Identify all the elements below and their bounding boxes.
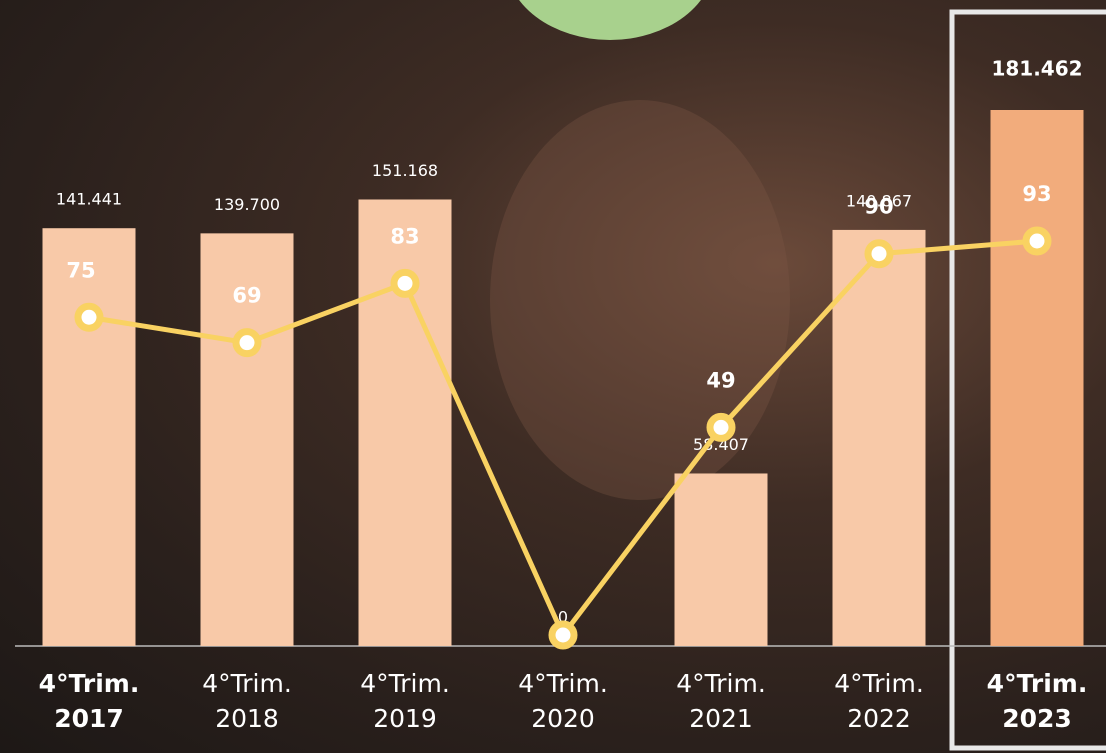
x-tick-label: 4°Trim. 2023 <box>986 669 1088 733</box>
bar-value-label: 151.168 <box>372 161 438 180</box>
x-tick-label: 4°Trim. 2022 <box>834 669 924 733</box>
line-point <box>548 620 578 650</box>
bar <box>358 199 452 647</box>
bar-value-label: 140.867 <box>846 191 912 210</box>
bar <box>42 228 136 646</box>
bar-value-label: 139.700 <box>214 195 280 214</box>
bar <box>990 110 1084 646</box>
x-tick-label: 4°Trim. 2020 <box>518 669 608 733</box>
bar-value-label: 141.441 <box>56 190 122 209</box>
x-tick-label: 4°Trim. 2017 <box>38 669 140 733</box>
bar-value-label: 0 <box>558 608 568 627</box>
bar <box>200 233 294 647</box>
line-point <box>232 328 262 358</box>
decor-circle <box>519 0 701 40</box>
line-value-label: 90 <box>864 195 893 219</box>
line-value-label: 93 <box>1022 182 1051 206</box>
bar <box>832 229 926 646</box>
x-tick-label: 4°Trim. 2021 <box>676 669 766 733</box>
bar-value-label: 181.462 <box>991 57 1082 81</box>
highlight-frame <box>949 9 1106 751</box>
background-blur <box>490 100 790 500</box>
line-value-label: 49 <box>706 368 735 392</box>
line-point <box>390 268 420 298</box>
line-point <box>706 412 736 442</box>
x-tick-label: 4°Trim. 2019 <box>360 669 450 733</box>
line-value-label: 69 <box>232 284 261 308</box>
x-tick-label: 4°Trim. 2018 <box>202 669 292 733</box>
bar <box>674 473 768 646</box>
line-value-label: 83 <box>390 224 419 248</box>
line-point <box>864 239 894 269</box>
line-point <box>1022 226 1052 256</box>
line-value-label: 75 <box>66 258 95 282</box>
line-point <box>74 302 104 332</box>
